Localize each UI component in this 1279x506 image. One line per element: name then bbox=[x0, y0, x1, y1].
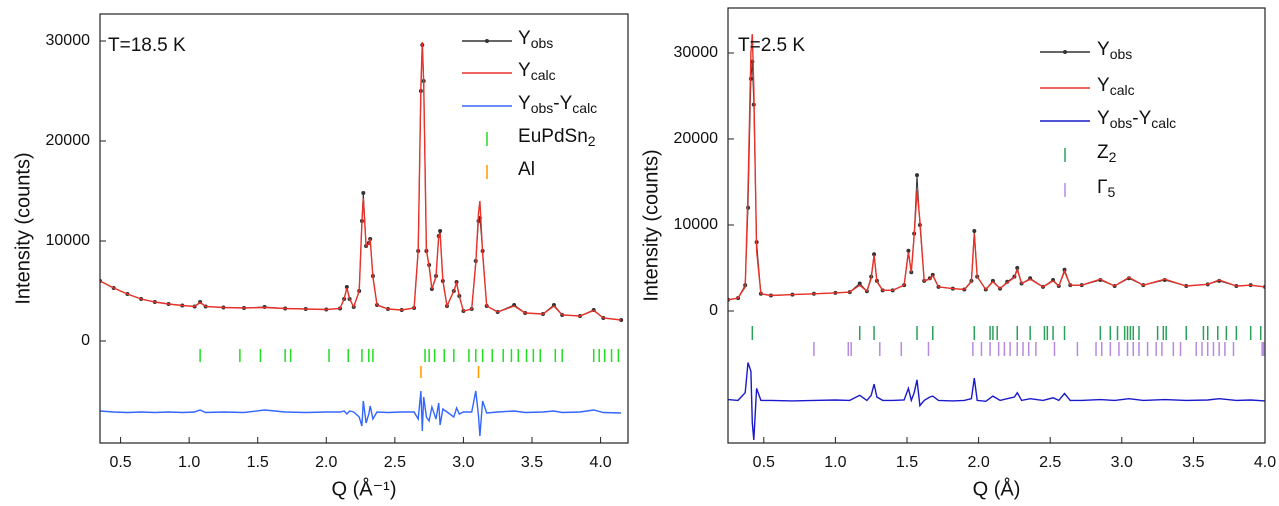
x-tick-label: 4.0 bbox=[1254, 454, 1276, 471]
legend-label: Yobs bbox=[1097, 39, 1132, 62]
x-tick-label: 1.5 bbox=[896, 454, 918, 471]
data-point bbox=[344, 285, 349, 289]
plot-area bbox=[100, 41, 624, 437]
legend-label: Ycalc bbox=[1097, 75, 1135, 98]
y-tick-label: 0 bbox=[709, 302, 718, 319]
y-tick-label: 10000 bbox=[674, 216, 719, 233]
y-tick-label: 10000 bbox=[46, 232, 91, 249]
plot-frame bbox=[727, 7, 1266, 444]
x-axis-label: Q (Å) bbox=[973, 477, 1021, 500]
data-point bbox=[361, 191, 366, 195]
y-tick-label: 30000 bbox=[46, 32, 91, 49]
legend-label: Yobs-Ycalc bbox=[1097, 108, 1176, 131]
y-tick-label: 0 bbox=[81, 332, 90, 349]
x-tick-label: 2.5 bbox=[384, 454, 406, 471]
legend-label: Al bbox=[518, 159, 535, 180]
series-line bbox=[100, 390, 622, 437]
series-line bbox=[100, 44, 622, 321]
annotation: T=18.5 K bbox=[108, 35, 186, 56]
x-tick-label: 4.0 bbox=[589, 454, 611, 471]
legend-label: Γ5 bbox=[1097, 177, 1115, 200]
x-tick-label: 1.5 bbox=[247, 454, 269, 471]
x-tick-label: 1.0 bbox=[178, 454, 200, 471]
legend-label: EuPdSn2 bbox=[518, 126, 596, 149]
y-tick-label: 30000 bbox=[674, 44, 719, 61]
x-axis-label: Q (Å⁻¹) bbox=[332, 477, 397, 500]
series-line bbox=[728, 362, 1265, 441]
x-tick-label: 0.5 bbox=[753, 454, 775, 471]
x-tick-label: 3.0 bbox=[452, 454, 474, 471]
data-point bbox=[972, 229, 977, 234]
legend-label: Yobs bbox=[518, 28, 553, 51]
x-tick-label: 3.5 bbox=[1182, 454, 1204, 471]
series-line bbox=[728, 61, 1265, 301]
x-tick-label: 1.0 bbox=[824, 454, 846, 471]
x-tick-label: 0.5 bbox=[109, 454, 131, 471]
data-point bbox=[915, 173, 920, 178]
y-axis-label: Intensity (counts) bbox=[640, 149, 662, 301]
data-point bbox=[906, 248, 911, 253]
legend-label: Yobs-Ycalc bbox=[518, 93, 597, 116]
plot-area bbox=[728, 34, 1265, 441]
series-line bbox=[100, 41, 622, 321]
x-tick-label: 3.0 bbox=[1111, 454, 1133, 471]
y-axis-label: Intensity (counts) bbox=[12, 152, 34, 304]
y-tick-label: 20000 bbox=[674, 130, 719, 147]
plot-frame bbox=[99, 13, 629, 444]
legend-marker bbox=[1063, 50, 1067, 54]
x-tick-label: 2.0 bbox=[967, 454, 989, 471]
x-tick-label: 2.0 bbox=[315, 454, 337, 471]
x-tick-label: 3.5 bbox=[521, 454, 543, 471]
data-point bbox=[857, 281, 862, 286]
series-line bbox=[728, 34, 1265, 301]
data-point bbox=[872, 252, 877, 257]
data-point bbox=[438, 229, 443, 233]
legend-label: Ycalc bbox=[518, 60, 556, 83]
data-point bbox=[619, 318, 624, 322]
x-tick-label: 2.5 bbox=[1039, 454, 1061, 471]
legend-label: Z2 bbox=[1097, 142, 1117, 165]
legend-marker bbox=[485, 39, 489, 43]
y-tick-label: 20000 bbox=[46, 132, 91, 149]
annotation: T=2.5 K bbox=[738, 35, 805, 56]
